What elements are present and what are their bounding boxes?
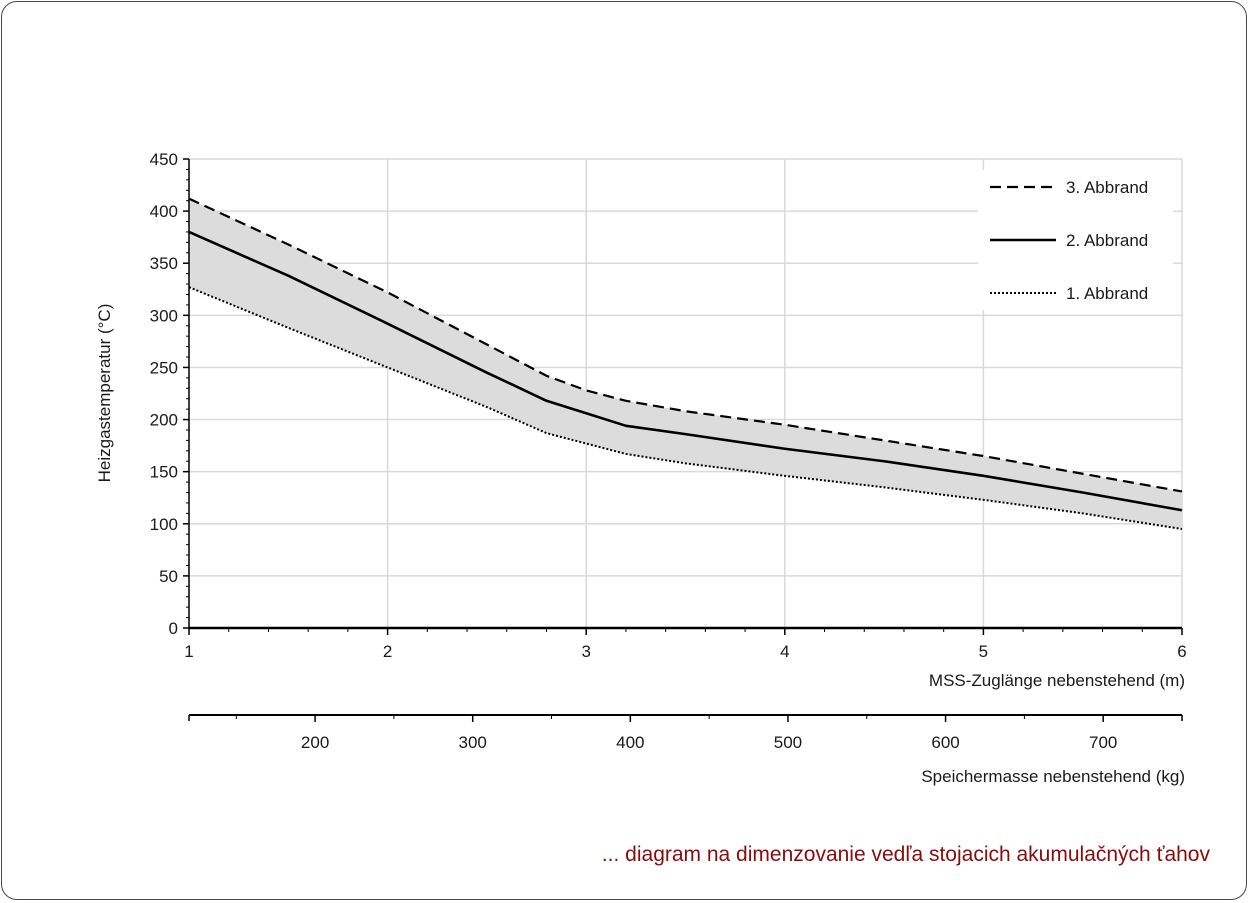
x2-tick-label: 300 <box>459 733 487 752</box>
x-tick-label: 6 <box>1177 642 1186 661</box>
x2-tick-label: 500 <box>774 733 802 752</box>
axes: 0 50 100 150 200 250 300 350 400 450 1 2 3 4 5 6 200 300 4… <box>150 150 1187 752</box>
y-tick-label: 300 <box>150 306 178 325</box>
series-line-1 <box>188 197 1183 493</box>
x2-tick-label: 400 <box>616 733 644 752</box>
x-tick-label: 5 <box>979 642 988 661</box>
x2-tick-label: 200 <box>301 733 329 752</box>
y-tick-label: 50 <box>159 567 178 586</box>
y-tick-label: 350 <box>150 254 178 273</box>
x-axis-label: MSS-Zuglänge nebenstehend (m) <box>929 671 1185 690</box>
x2-tick-label: 600 <box>931 733 959 752</box>
series-line-2 <box>188 230 1183 512</box>
y-tick-label: 250 <box>150 358 178 377</box>
y-tick-label: 150 <box>150 463 178 482</box>
x2-tick-label: 700 <box>1089 733 1117 752</box>
series-lines <box>188 197 1183 530</box>
caption: ... diagram na dimenzovanie vedľa stojac… <box>601 843 1210 866</box>
legend-label-1: 3. Abbrand <box>1066 178 1148 197</box>
x-tick-label: 1 <box>184 642 193 661</box>
y-tick-label: 450 <box>150 150 178 169</box>
x-tick-label: 3 <box>581 642 590 661</box>
series-line-3 <box>188 286 1183 530</box>
y-tick-label: 400 <box>150 202 178 221</box>
legend-label-3: 1. Abbrand <box>1066 284 1148 303</box>
x-tick-label: 2 <box>383 642 392 661</box>
y-tick-label: 200 <box>150 411 178 430</box>
x-tick-label: 4 <box>780 642 789 661</box>
legend-label-2: 2. Abbrand <box>1066 231 1148 250</box>
legend: 3. Abbrand 2. Abbrand 1. Abbrand <box>978 170 1173 310</box>
y-axis-label: Heizgastemperatur (°C) <box>95 304 114 483</box>
x2-axis-label: Speichermasse nebenstehend (kg) <box>921 767 1185 786</box>
y-tick-label: 0 <box>169 619 178 638</box>
y-tick-label: 100 <box>150 515 178 534</box>
